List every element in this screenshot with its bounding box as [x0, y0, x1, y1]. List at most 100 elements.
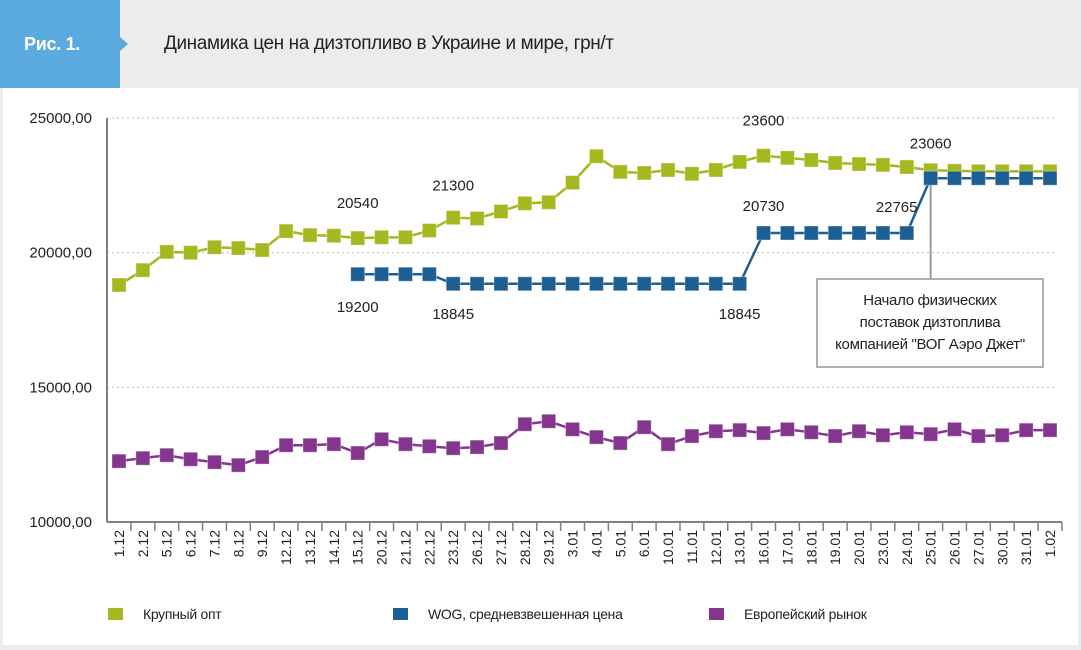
- x-tick-label: 13.12: [302, 530, 318, 565]
- y-tick-label: 20000,00: [29, 245, 92, 262]
- data-point: [827, 155, 843, 171]
- data-point: [779, 225, 795, 241]
- data-point: [612, 164, 628, 180]
- data-point: [183, 451, 199, 467]
- data-point: [421, 266, 437, 282]
- x-tick-label: 12.12: [278, 530, 294, 565]
- data-point: [708, 276, 724, 292]
- x-tick-label: 8.12: [230, 530, 246, 557]
- data-point: [421, 223, 437, 239]
- y-tick-label: 10000,00: [29, 514, 92, 531]
- data-point: [779, 421, 795, 437]
- x-tick-label: 26.12: [469, 530, 485, 565]
- data-point: [374, 266, 390, 282]
- data-point: [493, 276, 509, 292]
- data-point: [660, 276, 676, 292]
- data-point: [660, 162, 676, 178]
- legend-item-europe: Европейский рынок: [709, 604, 867, 624]
- x-tick-label: 23.12: [445, 530, 461, 565]
- tab-chevron-icon: [120, 37, 128, 51]
- x-tick-label: 6.12: [183, 530, 199, 557]
- legend-swatch-purple: [709, 608, 724, 620]
- data-label: 20730: [743, 198, 785, 215]
- data-point: [183, 245, 199, 261]
- data-point: [135, 450, 151, 466]
- data-point: [565, 175, 581, 191]
- data-point: [541, 194, 557, 210]
- data-point: [732, 422, 748, 438]
- chart-title: Динамика цен на дизтопливо в Украине и м…: [164, 33, 614, 54]
- x-tick-label: 27.12: [493, 530, 509, 565]
- x-tick-label: 19.01: [827, 530, 843, 565]
- x-tick-label: 31.01: [1018, 530, 1034, 565]
- data-point: [302, 437, 318, 453]
- x-tick-label: 29.12: [541, 530, 557, 565]
- x-tick-label: 15.12: [350, 530, 366, 565]
- data-point: [612, 276, 628, 292]
- x-tick-label: 24.01: [899, 530, 915, 565]
- legend-swatch-green: [108, 608, 123, 620]
- data-point: [1018, 170, 1034, 186]
- data-point: [421, 438, 437, 454]
- x-tick-label: 10.01: [660, 530, 676, 565]
- data-point: [970, 428, 986, 444]
- data-point: [541, 276, 557, 292]
- data-point: [230, 457, 246, 473]
- data-point: [756, 225, 772, 241]
- data-point: [541, 413, 557, 429]
- data-point: [445, 210, 461, 226]
- data-point: [1042, 170, 1058, 186]
- data-point: [326, 228, 342, 244]
- data-point: [254, 242, 270, 258]
- data-label: 18845: [719, 306, 761, 323]
- data-point: [851, 156, 867, 172]
- legend-item-wog: WOG, средневзвешенная цена: [393, 604, 623, 624]
- data-point: [278, 437, 294, 453]
- data-label: 23600: [743, 113, 785, 130]
- data-label: 21300: [432, 178, 474, 195]
- data-point: [732, 154, 748, 170]
- data-label: 22765: [876, 199, 918, 216]
- data-point: [469, 276, 485, 292]
- data-point: [684, 428, 700, 444]
- data-point: [899, 159, 915, 175]
- data-point: [899, 225, 915, 241]
- data-point: [779, 150, 795, 166]
- data-point: [445, 276, 461, 292]
- x-tick-label: 1.12: [111, 530, 127, 557]
- data-point: [397, 436, 413, 452]
- data-point: [732, 276, 748, 292]
- data-point: [899, 424, 915, 440]
- data-point: [994, 170, 1010, 186]
- data-point: [254, 449, 270, 465]
- x-tick-label: 23.01: [875, 530, 891, 565]
- x-tick-label: 16.01: [756, 530, 772, 565]
- data-point: [923, 170, 939, 186]
- data-point: [708, 423, 724, 439]
- data-point: [350, 445, 366, 461]
- x-tick-label: 20.01: [851, 530, 867, 565]
- data-labels: 20540 21300 23600 23060 19200 18845 18845 20730…: [337, 113, 952, 323]
- data-point: [159, 244, 175, 260]
- data-point: [1042, 422, 1058, 438]
- data-point: [374, 431, 390, 447]
- data-point: [397, 266, 413, 282]
- data-point: [206, 239, 222, 255]
- data-point: [875, 427, 891, 443]
- legend-label: WOG, средневзвешенная цена: [428, 606, 623, 622]
- y-tick-label: 15000,00: [29, 379, 92, 396]
- x-tick-label: 12.01: [708, 530, 724, 565]
- data-point: [588, 429, 604, 445]
- data-point: [565, 276, 581, 292]
- data-point: [875, 157, 891, 173]
- data-point: [756, 425, 772, 441]
- data-point: [326, 436, 342, 452]
- data-point: [994, 427, 1010, 443]
- data-point: [875, 225, 891, 241]
- x-tick-label: 30.01: [994, 530, 1010, 565]
- data-point: [1018, 422, 1034, 438]
- legend-item-wholesale: Крупный опт: [108, 604, 222, 624]
- series-line-0: [118, 154, 1050, 287]
- y-axis-ticks: 10000,00 15000,00 20000,00 25000,00: [29, 110, 92, 531]
